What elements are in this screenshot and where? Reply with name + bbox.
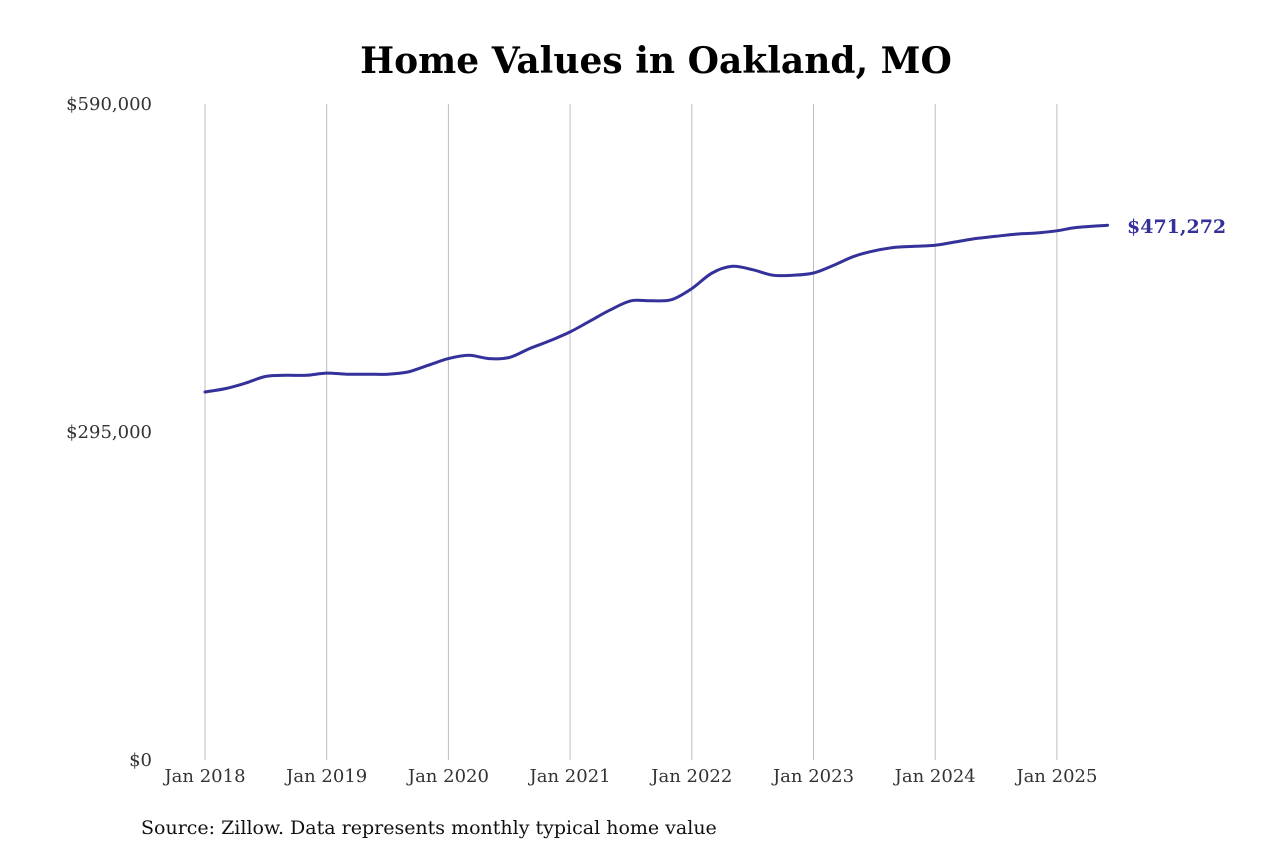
y-tick-label: $590,000: [66, 94, 152, 115]
x-tick-label: Jan 2022: [649, 766, 732, 787]
x-tick-label: Jan 2024: [893, 766, 976, 787]
x-tick-labels: Jan 2018 Jan 2019 Jan 2020 Jan 2021 Jan 2022…: [162, 766, 1097, 787]
x-tick-label: Jan 2019: [284, 766, 367, 787]
source-note: Source: Zillow. Data represents monthly …: [141, 817, 717, 839]
y-tick-labels: $0 $295,000 $590,000: [66, 94, 152, 771]
x-tick-label: Jan 2020: [406, 766, 489, 787]
x-tick-label: Jan 2021: [528, 766, 611, 787]
gridlines: [204, 104, 1058, 760]
x-tick-label: Jan 2018: [162, 766, 245, 787]
chart-title: Home Values in Oakland, MO: [360, 40, 952, 82]
x-tick-label: Jan 2023: [771, 766, 854, 787]
y-tick-label: $295,000: [66, 422, 152, 443]
x-tick-label: Jan 2025: [1014, 766, 1097, 787]
end-value-label: $471,272: [1127, 216, 1226, 238]
series-line: [203, 223, 1110, 394]
y-tick-label: $0: [129, 750, 152, 771]
